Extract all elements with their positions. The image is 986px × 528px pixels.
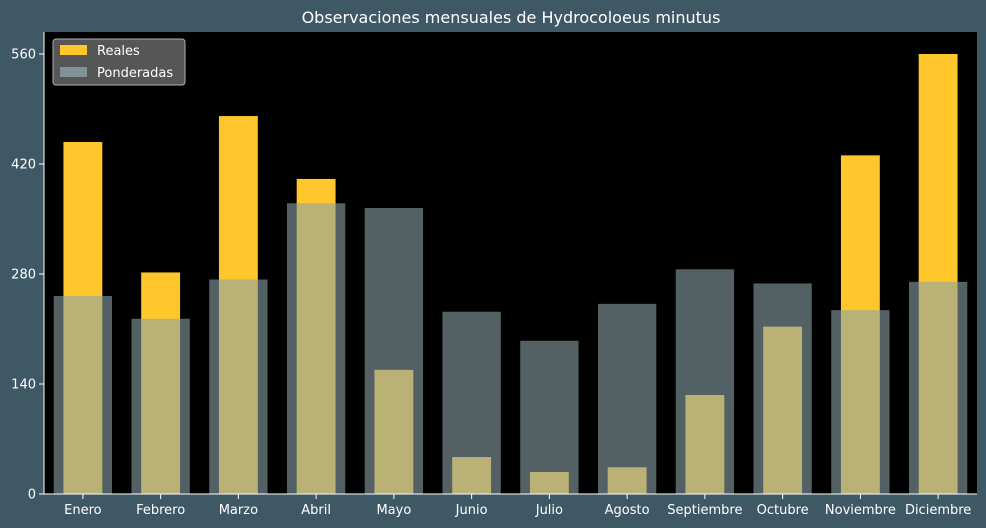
bar-ponderadas-febrero [131,318,190,494]
bar-ponderadas-diciembre [908,281,968,494]
legend-swatch-reales [60,45,87,55]
bar-ponderadas-septiembre [675,269,735,494]
bar-ponderadas-mayo [364,208,424,494]
y-tick-label: 560 [11,48,36,63]
legend-label-ponderadas: Ponderadas [97,66,173,81]
legend-label-reales: Reales [97,44,140,59]
x-tick-label: Abril [301,503,331,518]
series-ponderadas [53,203,968,495]
bar-ponderadas-noviembre [831,310,890,494]
x-tick-label: Noviembre [825,503,896,518]
x-axis: Enero Febrero Marzo Abril Mayo Junio Julio Agos… [44,493,977,518]
x-tick-label: Agosto [605,503,650,518]
x-tick-label: Enero [64,503,102,518]
legend-swatch-ponderadas [60,67,87,77]
x-tick-label: Febrero [136,503,185,518]
y-tick-label: 280 [11,268,36,283]
y-tick-label: 140 [11,378,36,393]
x-tick-label: Septiembre [667,503,742,518]
bar-ponderadas-enero [53,296,113,494]
plot-area [44,32,977,494]
x-tick-label: Junio [455,503,488,518]
bar-ponderadas-julio [520,340,579,494]
y-tick-label: 0 [28,488,36,503]
bar-ponderadas-octubre [753,283,812,494]
x-tick-label: Diciembre [905,503,971,518]
y-axis: 0 140 280 420 560 [11,32,45,503]
bar-ponderadas-marzo [209,279,268,494]
bar-ponderadas-agosto [597,303,657,494]
chart-title: Observaciones mensuales de Hydrocoloeus … [302,8,721,27]
x-tick-label: Mayo [376,503,411,518]
legend: Reales Ponderadas [52,38,186,86]
x-tick-label: Julio [535,503,563,518]
y-tick-label: 420 [11,158,36,173]
x-tick-label: Octubre [757,503,809,518]
bar-ponderadas-junio [442,311,501,494]
bar-ponderadas-abril [286,203,346,495]
x-tick-label: Marzo [219,503,258,518]
